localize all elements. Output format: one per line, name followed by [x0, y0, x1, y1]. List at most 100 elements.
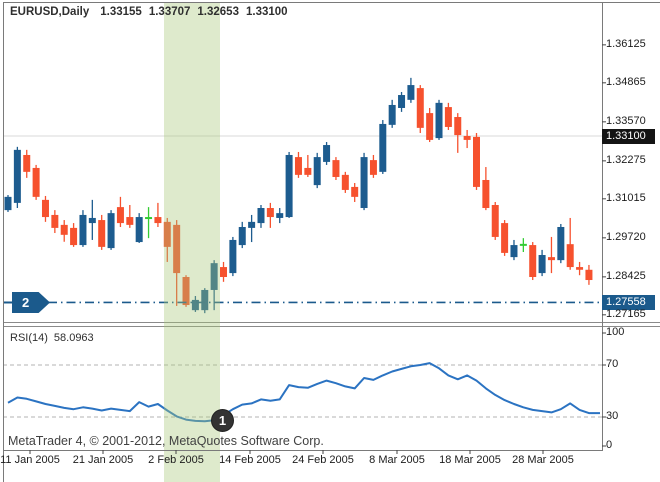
chart-title: EURUSD,Daily 1.33155 1.33707 1.32653 1.33100 [10, 6, 295, 18]
candle-body [41, 199, 49, 218]
rsi-name: RSI(14) [10, 332, 48, 344]
date-axis-label[interactable]: 28 Mar 2005 [512, 454, 574, 466]
candle-body [426, 113, 434, 140]
level-marker-2[interactable]: 2 [12, 292, 50, 313]
candle-body [145, 217, 153, 220]
candle-body [491, 204, 499, 237]
price-axis-label: 1.32275 [606, 153, 646, 166]
symbol-timeframe-label: EURUSD,Daily [10, 6, 90, 18]
rsi-indicator-label: RSI(14) 58.0963 [10, 332, 100, 344]
candle-body [107, 213, 115, 249]
price-axis-label: 1.27165 [606, 307, 646, 320]
current-price-label: 1.33100 [602, 128, 655, 144]
date-axis-label[interactable]: 11 Jan 2005 [0, 454, 60, 466]
rsi-line [7, 362, 600, 423]
candle-body [182, 277, 190, 306]
candle-body [154, 217, 162, 224]
rsi-axis-label: 30 [606, 410, 619, 422]
candle-body [210, 263, 218, 290]
date-axis-label[interactable]: 14 Feb 2005 [219, 454, 281, 466]
open-price-value: 1.33155 [100, 6, 142, 18]
panel-splitter[interactable] [3, 322, 660, 327]
candle-body [510, 245, 518, 258]
candle-body [88, 217, 96, 224]
candle-body [4, 196, 12, 211]
candle-body [191, 299, 199, 311]
candle-body [98, 220, 106, 247]
candle-body [379, 123, 387, 172]
candle-body [60, 224, 68, 235]
candle-body [13, 149, 21, 203]
candle-body [454, 117, 462, 136]
candle-body [294, 157, 302, 175]
rsi-marker-label: 1 [218, 413, 227, 428]
candle-body [238, 226, 246, 246]
candle-body [444, 107, 452, 127]
rsi-axis-label: 70 [606, 358, 619, 370]
candle-body [126, 217, 134, 225]
candle-body [473, 136, 480, 187]
level-price-label: 1.27558 [602, 295, 655, 311]
candle-body [23, 154, 31, 172]
candle-body [163, 221, 171, 247]
price-axis-label: 1.29720 [606, 230, 646, 243]
date-axis-label[interactable]: 21 Jan 2005 [72, 454, 134, 466]
candle-body [32, 167, 40, 197]
date-axis-label[interactable]: 2 Feb 2005 [148, 454, 204, 466]
candle-body [351, 186, 359, 197]
rsi-marker-1[interactable]: 1 [211, 409, 234, 432]
candle-body [407, 85, 415, 100]
highlight-band [164, 2, 220, 482]
candle-body [360, 157, 368, 209]
candle-body [257, 208, 265, 224]
candle-body [248, 221, 256, 228]
candle-body [435, 102, 443, 139]
candle-body [388, 104, 396, 125]
candle-body [538, 255, 546, 274]
date-axis-label[interactable]: 18 Mar 2005 [439, 454, 501, 466]
candle-body [285, 154, 293, 218]
candle-body [566, 244, 574, 268]
candle-body [482, 179, 490, 209]
candle-body [332, 160, 340, 177]
candle-body [369, 160, 377, 175]
candle-body [220, 267, 228, 278]
low-price-value: 1.32653 [197, 6, 239, 18]
candle-body [51, 214, 59, 228]
candle-body [70, 227, 78, 246]
candle-body [276, 213, 284, 218]
candle-body [304, 167, 312, 175]
candle-body [529, 245, 537, 278]
candle-body [266, 208, 274, 218]
price-axis-label: 1.34865 [606, 75, 646, 88]
candle-body [313, 157, 321, 186]
rsi-axis-label: 100 [606, 326, 625, 338]
candle-body [547, 257, 555, 261]
price-axis-label: 1.36125 [606, 37, 646, 50]
copyright-text: MetaTrader 4, © 2001-2012, MetaQuotes So… [8, 434, 324, 448]
candle-body [173, 224, 181, 274]
rsi-axis-label: 0 [606, 439, 613, 451]
candle-body [323, 145, 331, 162]
price-axis-label: 1.33570 [606, 114, 646, 127]
candle-body [79, 214, 87, 246]
candle-body [519, 243, 527, 246]
candle-body [229, 239, 237, 274]
candle-body [201, 289, 209, 311]
candle-body [557, 226, 565, 261]
candle-body [501, 223, 509, 253]
price-axis-label: 1.28425 [606, 269, 646, 282]
candle-body [116, 207, 124, 224]
date-axis-label[interactable]: 24 Feb 2005 [292, 454, 354, 466]
candle-body [341, 174, 349, 190]
candle-body [463, 136, 471, 140]
candle-body [585, 269, 593, 281]
candle-body [416, 88, 424, 128]
rsi-value: 58.0963 [53, 332, 94, 344]
date-axis-label[interactable]: 8 Mar 2005 [369, 454, 425, 466]
price-axis-label: 1.31015 [606, 191, 646, 204]
close-price-value: 1.33100 [245, 6, 288, 18]
high-price-value: 1.33707 [148, 6, 191, 18]
